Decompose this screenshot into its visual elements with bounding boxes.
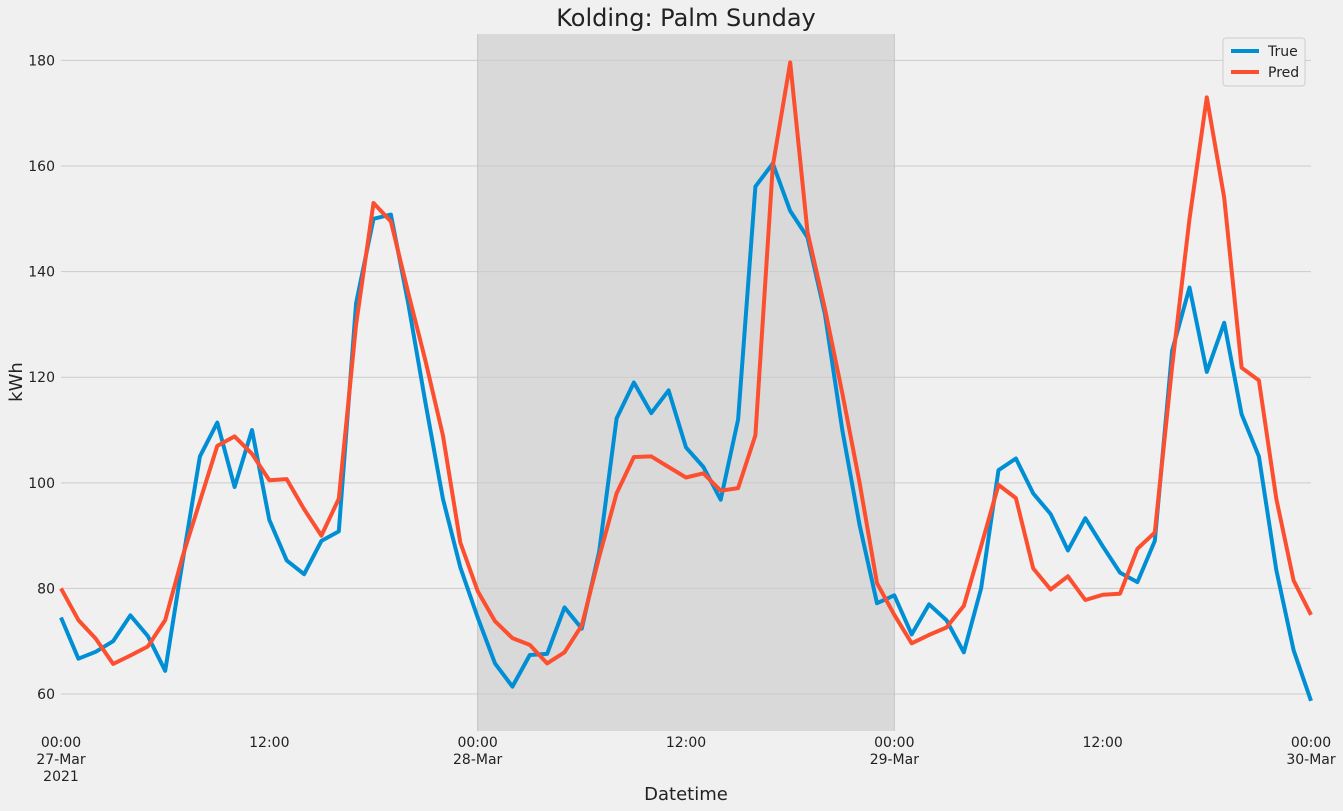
chart-title: Kolding: Palm Sunday <box>556 4 816 32</box>
x-tick-label: 00:00 30-Mar <box>1286 735 1336 768</box>
y-tick-label: 140 <box>28 265 55 281</box>
x-tick-label-line: 00:00 <box>1291 735 1331 751</box>
x-tick-label: 00:00 27-Mar 2021 <box>36 735 86 785</box>
y-tick-label: 100 <box>28 476 55 492</box>
x-tick-label-line: 29-Mar <box>870 752 920 768</box>
x-tick-label-line: 12:00 <box>666 735 706 751</box>
x-tick-label-line: 28-Mar <box>453 752 503 768</box>
y-tick-label: 60 <box>37 687 55 703</box>
series-line-pred <box>59 60 1313 666</box>
legend: True Pred <box>1222 37 1306 87</box>
highlight-band <box>477 34 895 731</box>
x-tick-label-line: 00:00 <box>874 735 914 751</box>
series-layer <box>59 60 1313 702</box>
x-tick-label: 12:00 <box>666 735 706 751</box>
x-tick-label-line: 12:00 <box>1082 735 1122 751</box>
grid-lines <box>61 59 1311 695</box>
y-axis-label: kWh <box>6 362 27 402</box>
y-tick-label: 120 <box>28 370 55 386</box>
series-line-true <box>59 161 1313 702</box>
legend-label: True <box>1267 44 1298 60</box>
x-tick-label-line: 2021 <box>43 769 79 785</box>
x-tick-label-line: 30-Mar <box>1286 752 1336 768</box>
y-tick-label: 180 <box>28 53 55 69</box>
x-tick-label-line: 27-Mar <box>36 752 86 768</box>
y-tick-label: 160 <box>28 159 55 175</box>
x-tick-label: 00:00 29-Mar <box>870 735 920 768</box>
x-axis-label: Datetime <box>644 784 728 805</box>
x-tick-label-line: 00:00 <box>457 735 497 751</box>
x-tick-label-line: 12:00 <box>249 735 289 751</box>
x-tick-label: 12:00 <box>249 735 289 751</box>
legend-label: Pred <box>1268 65 1299 81</box>
plot-area <box>59 34 1313 731</box>
x-tick-label-line: 00:00 <box>41 735 81 751</box>
y-tick-label: 80 <box>37 581 55 597</box>
y-axis-ticks: 60 80 100 120 140 160 180 <box>28 53 55 703</box>
x-tick-label: 00:00 28-Mar <box>453 735 503 768</box>
x-tick-label: 12:00 <box>1082 735 1122 751</box>
